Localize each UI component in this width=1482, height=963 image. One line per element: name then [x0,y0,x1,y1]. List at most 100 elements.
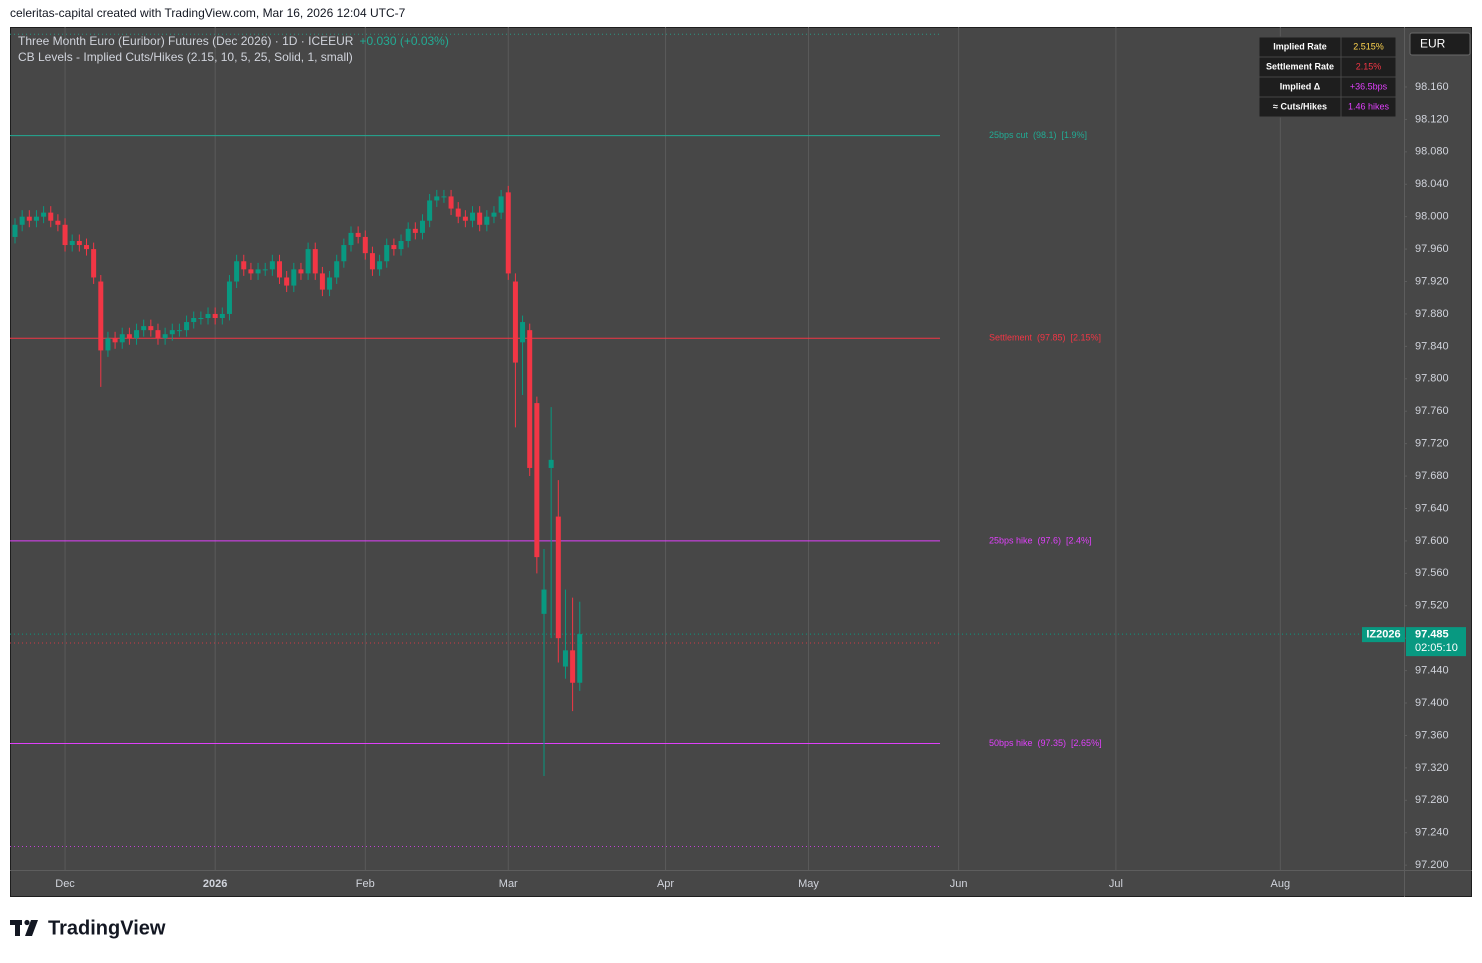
y-tick-label: 97.640 [1415,502,1449,514]
candle-body [548,459,554,468]
logo [10,919,38,936]
table-label: ≈ Cuts/Hikes [1273,101,1327,111]
y-tick-label: 98.000 [1415,211,1449,223]
candle-body [470,212,476,221]
info-table: Implied Rate 2.515% Settlement Rate 2.15% Im… [1258,36,1397,118]
table-value: 2.15% [1356,61,1382,71]
y-tick-label: 97.400 [1415,697,1449,709]
candle-body [291,269,297,286]
y-tick-label: 97.840 [1415,340,1449,352]
candle-body [241,261,247,270]
candle-body [412,228,418,233]
candle-body [369,253,375,270]
candle-body [391,245,397,250]
candle-body [505,192,511,274]
chart-title: Three Month Euro (Euribor) Futures (Dec … [18,34,354,48]
candle-body [26,216,32,221]
x-tick-label: May [798,878,819,890]
candle-body [312,249,318,274]
legend-line: Three Month Euro (Euribor) Futures (Dec … [18,34,449,48]
candle-body [191,317,197,323]
candle-body [570,650,576,683]
logo-shape [15,920,20,936]
candle-body [41,212,47,217]
table-label: Settlement Rate [1266,61,1334,71]
candle-body [427,200,433,221]
y-tick-label: 97.360 [1415,729,1449,741]
table-value: 1.46 hikes [1348,101,1390,111]
candle-body [491,212,497,217]
candle-body [262,269,268,271]
table-value: 2.515% [1353,41,1384,51]
candle-body [377,261,383,270]
candle-body [577,634,583,683]
candle-body [348,232,354,246]
candle-body [298,269,304,274]
candle-body [12,224,18,237]
candle-body [212,313,218,318]
candle-body [434,196,440,201]
y-tick-label: 97.880 [1415,308,1449,320]
candle-body [455,208,461,217]
candle-body [119,334,125,343]
y-tick-label: 97.720 [1415,438,1449,450]
axes: Dec 2026 Feb Mar Apr May Jun Jul Aug 97.200 97.240… [55,81,1466,890]
y-tick-label: 98.040 [1415,178,1449,190]
logo-shape [25,920,38,936]
y-tick-label: 97.680 [1415,470,1449,482]
y-tick-label: 97.320 [1415,762,1449,774]
currency-box[interactable] [1409,32,1471,56]
table-label: Implied Δ [1280,81,1321,91]
candle-body [248,269,254,274]
candle-body [155,330,161,339]
candle-body [219,313,225,318]
y-tick-label: 97.800 [1415,373,1449,385]
candle-body [55,220,61,225]
candle-body [126,334,132,339]
candle-body [355,232,361,237]
y-tick-label: 97.440 [1415,665,1449,677]
y-tick-label: 97.760 [1415,405,1449,417]
candle-body [398,240,404,250]
level-label: 50bps hike (97.35) [2.65%] [989,738,1102,748]
y-tick-label: 97.520 [1415,600,1449,612]
candle-body [69,240,75,246]
candle-body [520,322,526,343]
candle-body [255,269,261,274]
candle-body [169,330,175,335]
candle-body [162,334,168,339]
currency[interactable]: EUR [1420,37,1446,51]
candle-body [541,589,547,614]
candle-body [176,330,182,332]
candle-body [48,212,54,221]
logo-shape [24,919,30,926]
candle-body [334,261,340,278]
candle-body [205,313,211,318]
candle-body [148,326,154,331]
table-value: +36.5bps [1350,81,1388,91]
indicator-label: CB Levels - Implied Cuts/Hikes (2.15, 10… [18,50,353,64]
candle-body [105,338,111,351]
candle-body [134,330,140,339]
y-tick-label: 98.120 [1415,113,1449,125]
x-tick-label: Jun [950,878,968,890]
candle-body [498,196,504,213]
candle-body [419,220,425,233]
y-tick-label: 97.280 [1415,794,1449,806]
y-tick-label: 97.920 [1415,275,1449,287]
candle-body [284,277,290,286]
candle-body [184,322,190,331]
candle-body [305,249,311,274]
candle-body [226,281,232,314]
candle-body [33,216,39,221]
symbol-box [1362,627,1405,643]
level-label: 25bps hike (97.6) [2.4%] [989,535,1092,545]
candle-body [484,216,490,225]
grid [64,27,1281,870]
y-tick-label: 97.600 [1415,535,1449,547]
candle-body [198,317,204,319]
candle-body [327,277,333,290]
y-tick-label: 98.160 [1415,81,1449,93]
candle-body [384,245,390,262]
